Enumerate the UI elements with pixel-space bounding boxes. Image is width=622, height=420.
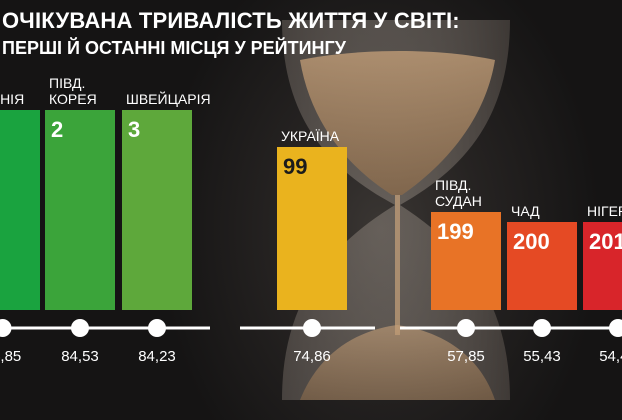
point-marker (148, 319, 166, 337)
bar (45, 110, 115, 310)
value-label: 57,85 (447, 348, 485, 365)
bar (277, 147, 347, 310)
value-label: 84,85 (0, 348, 21, 365)
value-label: 74,86 (293, 348, 331, 365)
category-label: ШВЕЙЦАРІЯ (126, 90, 211, 107)
category-label: НІГЕРІЯ (587, 203, 622, 219)
point-marker (609, 319, 622, 337)
category-label: ЯПОНІЯ (0, 91, 24, 107)
bar-rank-label: 3 (128, 117, 140, 142)
value-label: 84,23 (138, 348, 176, 365)
point-marker (303, 319, 321, 337)
bar (583, 222, 622, 310)
bar (507, 222, 577, 310)
chart-subtitle: ПЕРШІ Й ОСТАННІ МІСЦЯ У РЕЙТИНГУ (2, 38, 346, 58)
category-label: ЧАД (511, 203, 540, 219)
category-label: ПІВД. (49, 75, 85, 91)
point-marker (0, 319, 12, 337)
bars-group: 1ЯПОНІЯ84,852ПІВД.КОРЕЯ84,533ШВЕЙЦАРІЯ84… (0, 75, 622, 365)
bar-rank-label: 2 (51, 117, 63, 142)
category-label: УКРАЇНА (281, 128, 340, 144)
bar-rank-label: 201 (589, 229, 622, 254)
category-label: СУДАН (435, 193, 482, 209)
value-label: 84,53 (61, 348, 99, 365)
bar-rank-label: 200 (513, 229, 550, 254)
category-label: ПІВД. (435, 177, 471, 193)
point-marker (71, 319, 89, 337)
chart-title: ОЧІКУВАНА ТРИВАЛІСТЬ ЖИТТЯ У СВІТІ: (2, 8, 460, 33)
category-label: КОРЕЯ (49, 91, 97, 107)
bar-rank-label: 199 (437, 219, 474, 244)
bar (0, 110, 40, 310)
value-label: 55,43 (523, 348, 561, 365)
value-label: 54,46 (599, 348, 622, 365)
bar (122, 110, 192, 310)
bar (431, 212, 501, 310)
point-marker (533, 319, 551, 337)
bar-rank-label: 99 (283, 154, 307, 179)
point-marker (457, 319, 475, 337)
